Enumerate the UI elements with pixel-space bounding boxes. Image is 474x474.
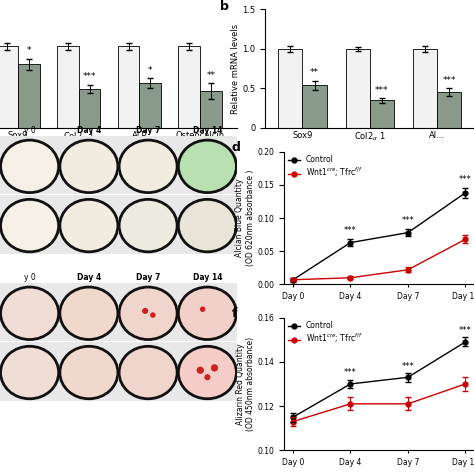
Bar — [370, 100, 394, 128]
Title: Day 4: Day 4 — [77, 126, 101, 135]
Wnt1$^{cre}$; Tfrc$^{f/f}$ — [290, 419, 296, 424]
Bar — [56, 46, 79, 128]
Ellipse shape — [0, 346, 59, 399]
Circle shape — [205, 375, 210, 380]
Ellipse shape — [0, 140, 59, 192]
Bar — [18, 64, 39, 128]
Ellipse shape — [60, 287, 118, 339]
Text: ***: *** — [83, 73, 96, 82]
Title: Day 4: Day 4 — [77, 273, 101, 282]
Control — [405, 230, 411, 236]
Text: ***: *** — [459, 326, 472, 335]
Ellipse shape — [0, 200, 59, 252]
Text: *: * — [27, 46, 31, 55]
Title: y 0: y 0 — [24, 273, 36, 282]
Text: ***: *** — [375, 86, 389, 95]
Ellipse shape — [119, 140, 177, 192]
Legend: Control, Wnt1$^{cre}$; Tfrc$^{f/f}$: Control, Wnt1$^{cre}$; Tfrc$^{f/f}$ — [288, 321, 363, 346]
Control — [405, 374, 411, 380]
Ellipse shape — [178, 140, 237, 192]
Control — [290, 277, 296, 283]
Wnt1$^{cre}$; Tfrc$^{f/f}$ — [347, 401, 353, 407]
Bar — [413, 49, 437, 128]
Ellipse shape — [119, 200, 177, 252]
Control — [463, 190, 468, 196]
Circle shape — [151, 313, 155, 317]
Control — [463, 339, 468, 345]
Bar — [179, 46, 201, 128]
Circle shape — [201, 307, 205, 311]
Bar — [437, 91, 461, 128]
Wnt1$^{cre}$; Tfrc$^{f/f}$ — [463, 237, 468, 242]
Ellipse shape — [0, 287, 59, 339]
Text: ***: *** — [401, 362, 414, 371]
Ellipse shape — [60, 346, 118, 399]
Control — [347, 240, 353, 246]
Y-axis label: Relative mRNA levels: Relative mRNA levels — [231, 24, 240, 114]
Text: d: d — [231, 141, 240, 154]
Title: Day 14: Day 14 — [192, 126, 222, 135]
Bar — [278, 49, 302, 128]
Ellipse shape — [60, 200, 118, 252]
Text: ***: *** — [344, 226, 357, 235]
Text: ***: *** — [401, 216, 414, 225]
Control — [347, 381, 353, 387]
Text: ***: *** — [459, 174, 472, 183]
Line: Control: Control — [291, 191, 468, 282]
Bar — [79, 89, 100, 128]
Legend: Control, Wnt1$^{cre}$; Tfrc$^{f/f}$: Control, Wnt1$^{cre}$; Tfrc$^{f/f}$ — [288, 155, 363, 180]
Bar — [118, 46, 139, 128]
Title: Day 14: Day 14 — [192, 273, 222, 282]
Ellipse shape — [119, 287, 177, 339]
Control — [290, 414, 296, 420]
Wnt1$^{cre}$; Tfrc$^{f/f}$ — [405, 267, 411, 273]
Title: Day 7: Day 7 — [136, 126, 160, 135]
Wnt1$^{cre}$; Tfrc$^{f/f}$ — [290, 277, 296, 283]
Bar — [139, 83, 162, 128]
Wnt1$^{cre}$; Tfrc$^{f/f}$ — [405, 401, 411, 407]
Circle shape — [143, 309, 147, 313]
Ellipse shape — [178, 200, 237, 252]
Bar — [302, 85, 327, 128]
Ellipse shape — [60, 140, 118, 192]
Line: Wnt1$^{cre}$; Tfrc$^{f/f}$: Wnt1$^{cre}$; Tfrc$^{f/f}$ — [291, 382, 468, 424]
Line: Wnt1$^{cre}$; Tfrc$^{f/f}$: Wnt1$^{cre}$; Tfrc$^{f/f}$ — [291, 237, 468, 282]
Bar — [346, 49, 370, 128]
Text: **: ** — [207, 71, 216, 80]
Circle shape — [197, 367, 203, 373]
Line: Control: Control — [291, 339, 468, 419]
Ellipse shape — [178, 346, 237, 399]
Bar — [0, 46, 18, 128]
Wnt1$^{cre}$; Tfrc$^{f/f}$ — [463, 381, 468, 387]
Text: b: b — [219, 0, 228, 13]
Text: f: f — [231, 307, 237, 320]
Ellipse shape — [178, 287, 237, 339]
Bar — [201, 91, 222, 128]
Y-axis label: Alcian Blue Quantity
(OD 620nm absorbance ): Alcian Blue Quantity (OD 620nm absorbanc… — [236, 170, 255, 266]
Title: y 0: y 0 — [24, 126, 36, 135]
Wnt1$^{cre}$; Tfrc$^{f/f}$ — [347, 275, 353, 281]
Text: **: ** — [310, 68, 319, 77]
Title: Day 7: Day 7 — [136, 273, 160, 282]
Ellipse shape — [119, 346, 177, 399]
Y-axis label: Alizarin Red Quantity
(OD 450nm absorbance): Alizarin Red Quantity (OD 450nm absorban… — [236, 337, 255, 431]
Text: ***: *** — [344, 368, 357, 377]
Text: *: * — [148, 66, 153, 75]
Circle shape — [211, 365, 218, 371]
Text: ***: *** — [442, 75, 456, 84]
